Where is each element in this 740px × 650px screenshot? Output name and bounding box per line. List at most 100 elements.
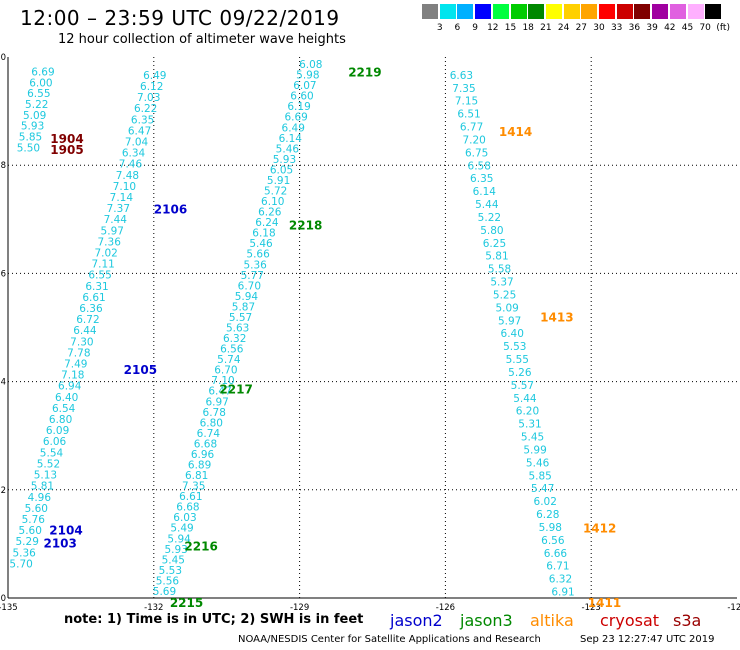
colorbar-tick: 30	[593, 23, 605, 33]
wave-height-point: 6.61	[82, 292, 105, 304]
colorbar-tick: 27	[575, 23, 588, 33]
map-title: 12:00 – 23:59 UTC 09/22/2019	[20, 6, 340, 30]
wave-height-point: 5.56	[156, 575, 180, 587]
colorbar-tick: 6	[454, 23, 461, 33]
wave-height-point: 5.94	[235, 291, 259, 303]
wave-height-point: 5.44	[475, 199, 499, 211]
colorbar-tick: 12	[487, 23, 499, 33]
wave-height-point: 5.09	[495, 302, 518, 314]
legend-jason2: jason2	[390, 611, 443, 630]
colorbar-swatch	[457, 4, 475, 19]
x-tick-label: -135	[0, 603, 18, 613]
wave-height-point: 6.49	[282, 122, 305, 134]
footer-timestamp: Sep 23 12:27:47 UTC 2019	[580, 634, 715, 645]
wave-height-point: 5.97	[498, 315, 521, 327]
wave-height-point: 6.94	[58, 381, 82, 393]
wave-height-point: 5.45	[162, 554, 185, 566]
wave-height-point: 5.52	[37, 458, 60, 470]
x-tick-label: -129	[290, 603, 309, 613]
wave-height-point: 5.22	[25, 99, 48, 111]
wave-height-point: 7.78	[67, 347, 90, 359]
wave-height-point: 5.63	[226, 323, 249, 335]
colorbar-tick: 39	[646, 23, 658, 33]
wave-height-point: 5.85	[19, 132, 42, 144]
wave-height-point: 5.45	[521, 432, 544, 444]
colorbar-tick: 15	[504, 23, 517, 33]
wave-height-point: 5.57	[229, 312, 252, 324]
wave-height-point: 6.06	[43, 436, 67, 448]
y-tick-label: 6	[1, 269, 6, 279]
wave-height-point: 6.09	[46, 425, 69, 437]
wave-height-point: 5.85	[528, 470, 551, 482]
map-subtitle: 12 hour collection of altimeter wave hei…	[58, 32, 346, 47]
y-tick-label: 2	[1, 486, 6, 496]
wave-height-point: 5.36	[243, 259, 267, 271]
wave-height-point: 5.55	[506, 354, 529, 366]
wave-height-point: 6.60	[290, 91, 313, 103]
wave-height-point: 6.14	[279, 133, 303, 145]
wave-height-point: 6.49	[143, 70, 166, 82]
colorbar-swatch	[581, 4, 599, 19]
pass-number-label: 2106	[154, 202, 187, 216]
wave-height-point: 6.55	[27, 88, 50, 100]
wave-height-point: 5.70	[9, 558, 32, 570]
legend-cryosat: cryosat	[600, 611, 660, 630]
pass-number-label: 2104	[49, 523, 82, 537]
wave-height-point: 6.47	[128, 125, 151, 137]
colorbar-tick: 21	[540, 23, 552, 33]
colorbar-tick: 45	[681, 23, 694, 33]
wave-height-point: 5.87	[232, 301, 255, 313]
wave-height-point: 7.30	[70, 336, 93, 348]
wave-height-point: 6.61	[179, 491, 202, 503]
legend-altika: altika	[530, 611, 574, 630]
wave-height-point: 5.91	[267, 175, 290, 187]
wave-height-point: 7.02	[94, 247, 117, 259]
wave-height-point: 5.22	[478, 212, 501, 224]
y-tick-label: 10	[0, 53, 6, 63]
y-tick-label: 4	[1, 378, 6, 388]
colorbar-tick: 33	[610, 23, 623, 33]
wave-height-point: 7.35	[452, 83, 475, 95]
wave-height-point: 6.68	[194, 438, 217, 450]
wave-height-point: 5.50	[17, 142, 40, 154]
wave-height-point: 5.37	[490, 277, 513, 289]
wave-height-point: 5.09	[23, 110, 46, 122]
note-text: note: 1) Time is in UTC; 2) SWH is in fe…	[64, 612, 364, 627]
pass-number-label: 1411	[588, 596, 621, 610]
x-tick-label: -123	[582, 603, 601, 613]
wave-height-point: 7.37	[107, 203, 130, 215]
wave-height-point: 6.44	[73, 325, 97, 337]
wave-height-point: 6.14	[473, 186, 497, 198]
wave-height-point: 6.55	[88, 270, 111, 282]
colorbar-swatch	[563, 4, 581, 19]
wave-height-point: 4.96	[28, 492, 52, 504]
wave-height-point: 5.93	[164, 544, 187, 556]
wave-height-point: 6.03	[173, 512, 196, 524]
wave-height-point: 6.69	[31, 67, 54, 79]
pass-number-label: 2103	[43, 536, 76, 550]
wave-height-point: 6.78	[203, 407, 226, 419]
footer-credit: NOAA/NESDIS Center for Satellite Applica…	[238, 634, 541, 645]
colorbar-tick: 24	[557, 23, 570, 33]
colorbar-swatch	[634, 4, 652, 19]
wave-height-point: 7.10	[113, 181, 136, 193]
wave-height-point: 6.00	[29, 77, 52, 89]
wave-height-point: 6.34	[122, 148, 146, 160]
pass-number-label: 1412	[583, 522, 616, 536]
wave-height-point: 6.35	[131, 114, 154, 126]
colorbar-swatch	[669, 4, 687, 19]
wave-height-point: 6.36	[79, 303, 103, 315]
wave-height-point: 5.29	[16, 536, 39, 548]
colorbar-swatch	[528, 4, 546, 19]
wave-height-point: 6.28	[536, 509, 559, 521]
wave-height-point: 6.63	[450, 70, 473, 82]
pass-number-label: 1904	[50, 132, 83, 146]
wave-height-point: 6.22	[134, 103, 157, 115]
pass-number-label: 1413	[540, 311, 573, 325]
wave-height-point: 5.13	[34, 470, 57, 482]
wave-height-point: 5.80	[480, 225, 503, 237]
wave-height-point: 5.31	[518, 419, 541, 431]
wave-height-point: 5.53	[159, 565, 182, 577]
wave-height-point: 6.25	[483, 238, 506, 250]
